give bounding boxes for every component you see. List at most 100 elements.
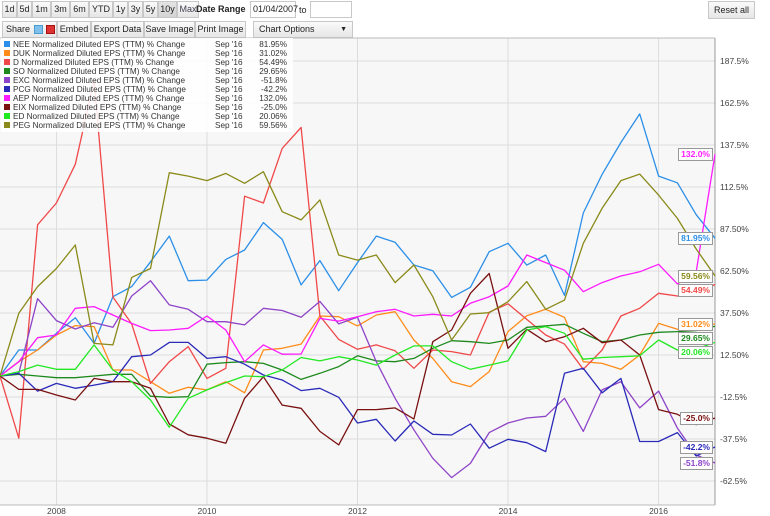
range-button-10y[interactable]: 10y [158,1,177,18]
series-line-d [0,79,716,439]
chevron-down-icon: ▼ [340,26,347,33]
legend-item-ed[interactable]: ED Normalized Diluted EPS (TTM) % Change… [1,112,293,121]
legend-item-duk[interactable]: DUK Normalized Diluted EPS (TTM) % Chang… [1,49,293,58]
series-line-eix [0,272,716,446]
y-tick-label: 137.5% [720,140,749,150]
legend-item-peg[interactable]: PEG Normalized Diluted EPS (TTM) % Chang… [1,121,293,130]
legend-date: Sep '16 [215,94,243,103]
legend-swatch [4,59,10,65]
x-tick-label: 2014 [499,506,518,516]
last-value-tag-peg: 59.56% [678,269,713,283]
legend-series-name: EXC Normalized Diluted EPS (TTM) % Chang… [13,76,185,85]
x-tick-label: 2010 [198,506,217,516]
legend-date: Sep '16 [215,58,243,67]
legend-date: Sep '16 [215,121,243,130]
stocktwits-icon[interactable] [46,25,55,34]
range-button-5y[interactable]: 5y [143,1,158,18]
range-button-max[interactable]: Max [177,1,199,18]
y-tick-label: 62.50% [720,266,749,276]
y-tick-label: 187.5% [720,56,749,66]
twitter-icon[interactable] [34,25,43,34]
legend-series-name: SO Normalized Diluted EPS (TTM) % Change [13,67,180,76]
legend-swatch [4,122,10,128]
legend-swatch [4,104,10,110]
last-value-tag-d: 54.49% [678,283,713,297]
legend-value: 132.0% [259,94,287,103]
series-line-duk [0,308,716,394]
y-tick-label: 12.50% [720,350,749,360]
legend-date: Sep '16 [215,40,243,49]
last-value-tag-duk: 31.02% [678,317,713,331]
range-button-3m[interactable]: 3m [51,1,70,18]
legend-item-d[interactable]: D Normalized Diluted EPS (TTM) % Change S… [1,58,293,67]
legend-series-name: PCG Normalized Diluted EPS (TTM) % Chang… [13,85,186,94]
legend-swatch [4,113,10,119]
series-line-ed [0,325,716,428]
legend-value: -42.2% [261,85,287,94]
legend-item-nee[interactable]: NEE Normalized Diluted EPS (TTM) % Chang… [1,40,293,49]
legend-series-name: PEG Normalized Diluted EPS (TTM) % Chang… [13,121,186,130]
legend-swatch [4,68,10,74]
legend-swatch [4,50,10,56]
legend-item-so[interactable]: SO Normalized Diluted EPS (TTM) % Change… [1,67,293,76]
date-from-input[interactable]: 01/04/2007 [250,1,298,18]
to-label: to [299,5,307,15]
x-tick-label: 2012 [348,506,367,516]
legend-date: Sep '16 [215,85,243,94]
range-button-1m[interactable]: 1m [32,1,51,18]
legend-value: -25.0% [261,103,287,112]
y-tick-label: 162.5% [720,98,749,108]
legend-item-eix[interactable]: EIX Normalized Diluted EPS (TTM) % Chang… [1,103,293,112]
y-tick-label: -12.5% [720,392,747,402]
legend-value: 59.56% [259,121,287,130]
y-tick-label: 112.5% [720,182,749,192]
x-tick-label: 2016 [649,506,668,516]
range-button-1y[interactable]: 1y [113,1,128,18]
legend-swatch [4,77,10,83]
legend-item-exc[interactable]: EXC Normalized Diluted EPS (TTM) % Chang… [1,76,293,85]
legend-swatch [4,95,10,101]
legend-value: 81.95% [259,40,287,49]
x-tick-label: 2008 [47,506,66,516]
share-label: Share [6,24,31,34]
last-value-tag-pcg: -42.2% [680,440,713,454]
last-value-tag-exc: -51.8% [680,457,713,471]
y-tick-label: 87.50% [720,224,749,234]
range-button-ytd[interactable]: YTD [89,1,113,18]
last-value-tag-ed: 20.06% [678,345,713,359]
date-to-input[interactable] [310,1,352,18]
legend-series-name: D Normalized Diluted EPS (TTM) % Change [13,58,175,67]
legend-value: 31.02% [259,49,287,58]
last-value-tag-aep: 132.0% [678,148,713,162]
legend-item-aep[interactable]: AEP Normalized Diluted EPS (TTM) % Chang… [1,94,293,103]
legend-item-pcg[interactable]: PCG Normalized Diluted EPS (TTM) % Chang… [1,85,293,94]
range-button-3y[interactable]: 3y [128,1,143,18]
legend-series-name: EIX Normalized Diluted EPS (TTM) % Chang… [13,103,182,112]
reset-all-button[interactable]: Reset all [708,1,755,19]
legend-date: Sep '16 [215,67,243,76]
legend-series-name: ED Normalized Diluted EPS (TTM) % Change [13,112,180,121]
date-range-label: Date Range [196,4,246,14]
legend-value: -51.8% [261,76,287,85]
legend-series-name: AEP Normalized Diluted EPS (TTM) % Chang… [13,94,185,103]
legend-swatch [4,41,10,47]
legend-date: Sep '16 [215,49,243,58]
y-tick-label: -37.5% [720,434,747,444]
legend-value: 54.49% [259,58,287,67]
legend-value: 29.65% [259,67,287,76]
legend-date: Sep '16 [215,103,243,112]
legend-date: Sep '16 [215,76,243,85]
legend-value: 20.06% [259,112,287,121]
range-button-6m[interactable]: 6m [70,1,89,18]
range-button-1d[interactable]: 1d [2,1,17,18]
series-line-peg [0,171,716,377]
legend-series-name: DUK Normalized Diluted EPS (TTM) % Chang… [13,49,186,58]
last-value-tag-so: 29.65% [678,331,713,345]
legend: NEE Normalized Diluted EPS (TTM) % Chang… [1,38,293,132]
legend-swatch [4,86,10,92]
range-button-5d[interactable]: 5d [17,1,32,18]
chart-options-label: Chart Options [259,24,315,34]
y-tick-label: 37.50% [720,308,749,318]
legend-date: Sep '16 [215,112,243,121]
last-value-tag-eix: -25.0% [680,412,713,425]
